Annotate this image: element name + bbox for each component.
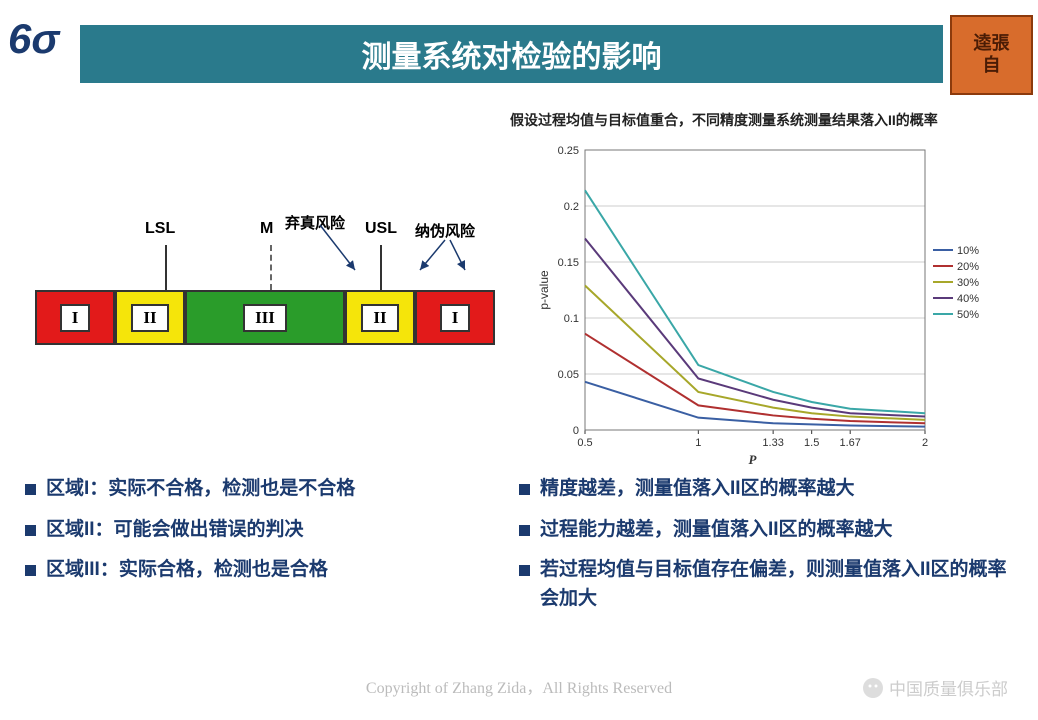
zone-I: I (415, 290, 495, 345)
svg-text:0.15: 0.15 (558, 257, 579, 269)
upper-row: LSL M USL 弃真风险 纳伪风险 IIIIIIIII 假设过程均值与目标值… (25, 110, 1013, 470)
bullets-row: 区域I：实际不合格，检测也是不合格区域II：可能会做出错误的判决区域III：实际… (25, 475, 1013, 625)
svg-text:10%: 10% (957, 245, 979, 257)
watermark: 中国质量俱乐部 (862, 675, 1008, 700)
slide-title: 测量系统对检验的影响 (362, 32, 662, 76)
bullet-text: 区域I：实际不合格，检测也是不合格 (46, 475, 355, 504)
bullet-text: 区域III：实际合格，检测也是合格 (46, 556, 328, 585)
zone-diagram: LSL M USL 弃真风险 纳伪风险 IIIIIIIII (25, 110, 505, 470)
bullet-item: 区域II：可能会做出错误的判决 (25, 516, 519, 545)
line-chart: 0 0.05 0.1 0.15 0.2 0.25 0.5 1 1.33 1.5 1.67 2 p-val… (530, 135, 1000, 465)
bullets-left: 区域I：实际不合格，检测也是不合格区域II：可能会做出错误的判决区域III：实际… (25, 475, 519, 625)
zone-I: I (35, 290, 115, 345)
bullet-item: 区域I：实际不合格，检测也是不合格 (25, 475, 519, 504)
bullet-marker (25, 484, 36, 495)
arrows-svg (25, 210, 505, 290)
zone-label: I (440, 304, 471, 332)
content-area: LSL M USL 弃真风险 纳伪风险 IIIIIIIII 假设过程均值与目标值… (0, 100, 1038, 670)
svg-text:1.67: 1.67 (839, 437, 860, 449)
bullet-marker (25, 565, 36, 576)
svg-text:0.5: 0.5 (577, 437, 592, 449)
bullet-marker (519, 484, 530, 495)
zones-strip: IIIIIIIII (35, 290, 495, 345)
wechat-icon (862, 677, 884, 699)
watermark-text: 中国质量俱乐部 (889, 675, 1008, 700)
zone-label: II (361, 304, 398, 332)
zone-label: III (243, 304, 287, 332)
svg-text:2: 2 (922, 437, 928, 449)
svg-text:0.1: 0.1 (564, 313, 579, 325)
svg-text:0.05: 0.05 (558, 369, 579, 381)
svg-text:Pp: Pp (749, 452, 762, 465)
zone-II: II (115, 290, 185, 345)
svg-text:0.25: 0.25 (558, 145, 579, 157)
svg-text:40%: 40% (957, 293, 979, 305)
svg-text:p-value: p-value (537, 270, 551, 310)
zone-III: III (185, 290, 345, 345)
svg-text:1.33: 1.33 (762, 437, 783, 449)
line-chart-area: 假设过程均值与目标值重合，不同精度测量系统测量结果落入II的概率 0 0.05 0.… (505, 110, 1005, 470)
header-bar: 6σ 测量系统对检验的影响 逵張 自 (0, 0, 1038, 90)
svg-text:1: 1 (695, 437, 701, 449)
bullet-text: 若过程均值与目标值存在偏差，则测量值落入II区的概率会加大 (540, 556, 1013, 613)
svg-text:50%: 50% (957, 309, 979, 321)
bullet-item: 区域III：实际合格，检测也是合格 (25, 556, 519, 585)
svg-text:0.2: 0.2 (564, 201, 579, 213)
seal-stamp: 逵張 自 (950, 15, 1033, 95)
bullet-item: 过程能力越差，测量值落入II区的概率越大 (519, 516, 1013, 545)
svg-text:30%: 30% (957, 277, 979, 289)
svg-text:1.5: 1.5 (804, 437, 819, 449)
bullets-right: 精度越差，测量值落入II区的概率越大过程能力越差，测量值落入II区的概率越大若过… (519, 475, 1013, 625)
bullet-text: 区域II：可能会做出错误的判决 (46, 516, 304, 545)
bullet-marker (519, 525, 530, 536)
zone-II: II (345, 290, 415, 345)
bullet-marker (519, 565, 530, 576)
bullet-text: 精度越差，测量值落入II区的概率越大 (540, 475, 855, 504)
bullet-item: 若过程均值与目标值存在偏差，则测量值落入II区的概率会加大 (519, 556, 1013, 613)
zone-label: I (60, 304, 91, 332)
title-bar: 测量系统对检验的影响 (80, 25, 943, 83)
svg-text:0: 0 (573, 425, 579, 437)
seal-line1: 逵張 (974, 33, 1010, 55)
zone-label: II (131, 304, 168, 332)
logo-6sigma: 6σ (8, 15, 59, 63)
chart-title: 假设过程均值与目标值重合，不同精度测量系统测量结果落入II的概率 (505, 110, 1005, 130)
svg-text:20%: 20% (957, 261, 979, 273)
seal-line2: 自 (983, 55, 1001, 77)
bullet-item: 精度越差，测量值落入II区的概率越大 (519, 475, 1013, 504)
bullet-text: 过程能力越差，测量值落入II区的概率越大 (540, 516, 893, 545)
bullet-marker (25, 525, 36, 536)
